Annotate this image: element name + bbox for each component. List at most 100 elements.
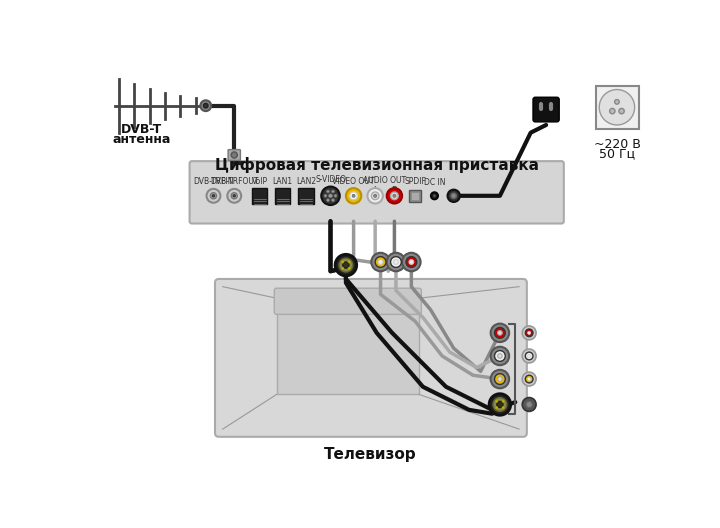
Circle shape xyxy=(390,257,401,267)
Circle shape xyxy=(498,377,503,381)
Circle shape xyxy=(233,195,235,197)
Text: R: R xyxy=(392,186,397,195)
FancyBboxPatch shape xyxy=(275,188,290,203)
Circle shape xyxy=(502,400,504,402)
Circle shape xyxy=(352,194,355,197)
Circle shape xyxy=(406,257,417,267)
Text: ~220 В: ~220 В xyxy=(593,138,640,151)
Circle shape xyxy=(367,188,383,203)
FancyBboxPatch shape xyxy=(215,279,527,437)
Text: DVB-T: DVB-T xyxy=(121,124,163,136)
Circle shape xyxy=(228,189,241,203)
Circle shape xyxy=(526,352,533,360)
Circle shape xyxy=(522,349,536,363)
Circle shape xyxy=(378,260,383,265)
Circle shape xyxy=(495,374,505,384)
Circle shape xyxy=(324,194,327,197)
Circle shape xyxy=(387,188,402,203)
Circle shape xyxy=(502,407,504,409)
FancyBboxPatch shape xyxy=(533,97,559,122)
Circle shape xyxy=(231,152,238,158)
Circle shape xyxy=(526,401,532,408)
Circle shape xyxy=(402,253,420,271)
FancyBboxPatch shape xyxy=(596,87,639,129)
Circle shape xyxy=(341,261,343,263)
Circle shape xyxy=(346,188,361,203)
Circle shape xyxy=(375,257,386,267)
Circle shape xyxy=(327,199,329,202)
Text: VoIP: VoIP xyxy=(251,177,268,186)
FancyBboxPatch shape xyxy=(252,188,267,203)
Circle shape xyxy=(341,267,343,269)
FancyBboxPatch shape xyxy=(189,161,564,223)
Circle shape xyxy=(619,108,624,114)
Circle shape xyxy=(394,260,398,265)
Circle shape xyxy=(522,372,536,386)
FancyBboxPatch shape xyxy=(411,192,419,200)
Text: SPDIF: SPDIF xyxy=(404,177,426,186)
Circle shape xyxy=(490,370,509,388)
Circle shape xyxy=(528,354,531,357)
Circle shape xyxy=(350,192,357,200)
Circle shape xyxy=(210,193,217,199)
Circle shape xyxy=(526,375,533,383)
Circle shape xyxy=(451,193,456,199)
Circle shape xyxy=(327,190,329,193)
Circle shape xyxy=(372,192,379,200)
Circle shape xyxy=(448,190,460,202)
Text: антенна: антенна xyxy=(112,133,171,146)
Circle shape xyxy=(200,100,211,111)
Circle shape xyxy=(387,253,405,271)
Circle shape xyxy=(372,253,390,271)
Text: Цифровая телевизионная приставка: Цифровая телевизионная приставка xyxy=(215,157,539,173)
Circle shape xyxy=(528,332,531,334)
Text: L: L xyxy=(373,186,377,195)
Text: DVB-TRFOUT: DVB-TRFOUT xyxy=(210,177,258,186)
Text: AUDIO OUT: AUDIO OUT xyxy=(363,176,406,185)
Text: S-VIDEO: S-VIDEO xyxy=(315,175,346,184)
Circle shape xyxy=(528,378,531,381)
Circle shape xyxy=(348,267,351,269)
Circle shape xyxy=(204,103,208,108)
FancyBboxPatch shape xyxy=(276,298,419,394)
Circle shape xyxy=(431,192,438,200)
Circle shape xyxy=(207,189,220,203)
Circle shape xyxy=(495,407,498,409)
Circle shape xyxy=(433,194,436,197)
FancyBboxPatch shape xyxy=(274,288,421,314)
Circle shape xyxy=(497,401,503,408)
Circle shape xyxy=(493,398,507,411)
Text: DVB-TRFIN: DVB-TRFIN xyxy=(193,177,234,186)
Circle shape xyxy=(495,351,505,361)
Circle shape xyxy=(599,90,634,125)
Circle shape xyxy=(522,326,536,340)
Text: Телевизор: Телевизор xyxy=(324,447,417,462)
Circle shape xyxy=(339,258,353,272)
Circle shape xyxy=(526,329,533,337)
Circle shape xyxy=(328,194,333,197)
Circle shape xyxy=(321,186,340,205)
Circle shape xyxy=(498,354,503,359)
Circle shape xyxy=(409,260,414,265)
Text: VIDEO OUT: VIDEO OUT xyxy=(333,177,375,186)
Circle shape xyxy=(522,398,536,411)
FancyBboxPatch shape xyxy=(409,190,421,202)
Text: LAN2: LAN2 xyxy=(296,177,316,186)
Circle shape xyxy=(343,262,349,268)
Circle shape xyxy=(490,324,509,342)
FancyBboxPatch shape xyxy=(228,149,240,161)
Circle shape xyxy=(348,261,351,263)
Circle shape xyxy=(374,194,377,197)
FancyBboxPatch shape xyxy=(298,188,314,203)
Circle shape xyxy=(498,331,503,335)
Circle shape xyxy=(231,193,238,199)
Circle shape xyxy=(495,327,505,338)
Circle shape xyxy=(489,394,510,415)
Circle shape xyxy=(335,254,356,276)
Circle shape xyxy=(495,400,498,402)
Circle shape xyxy=(610,108,615,114)
Circle shape xyxy=(390,192,398,200)
Circle shape xyxy=(490,347,509,365)
Circle shape xyxy=(615,100,619,104)
Text: LAN1: LAN1 xyxy=(273,177,293,186)
